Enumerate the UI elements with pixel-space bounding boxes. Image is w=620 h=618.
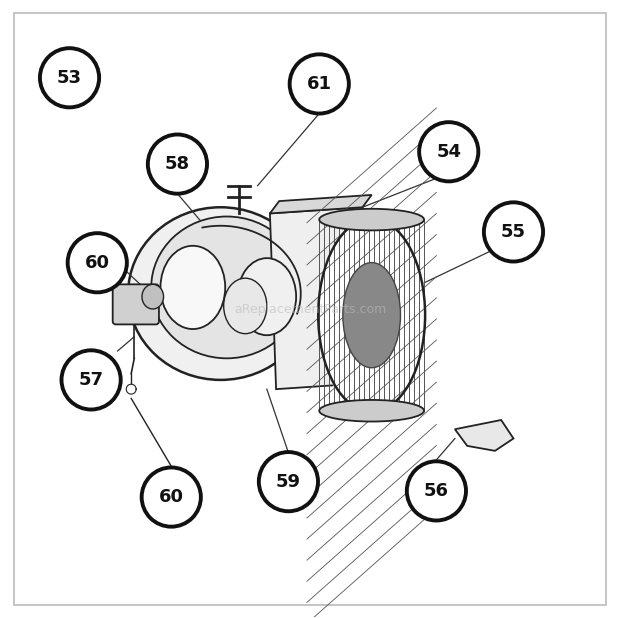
- Ellipse shape: [317, 217, 427, 413]
- Ellipse shape: [319, 209, 424, 231]
- Text: 55: 55: [501, 223, 526, 241]
- Ellipse shape: [128, 207, 313, 380]
- Polygon shape: [455, 420, 513, 451]
- Circle shape: [407, 461, 466, 520]
- Ellipse shape: [161, 246, 225, 329]
- Circle shape: [290, 54, 349, 114]
- Circle shape: [141, 467, 201, 527]
- Circle shape: [484, 202, 543, 261]
- Polygon shape: [270, 207, 368, 389]
- Text: 61: 61: [307, 75, 332, 93]
- Text: 57: 57: [79, 371, 104, 389]
- Ellipse shape: [151, 216, 303, 358]
- Text: 56: 56: [424, 482, 449, 500]
- Ellipse shape: [237, 258, 296, 335]
- Text: 54: 54: [436, 143, 461, 161]
- Text: aReplacementParts.com: aReplacementParts.com: [234, 302, 386, 316]
- Circle shape: [68, 233, 127, 292]
- Text: 60: 60: [159, 488, 184, 506]
- Circle shape: [61, 350, 121, 410]
- Text: 53: 53: [57, 69, 82, 87]
- Text: 58: 58: [165, 155, 190, 173]
- Polygon shape: [270, 195, 371, 213]
- Ellipse shape: [343, 263, 401, 368]
- Circle shape: [40, 48, 99, 108]
- Ellipse shape: [319, 400, 424, 421]
- Ellipse shape: [142, 284, 164, 309]
- Ellipse shape: [224, 278, 267, 334]
- Text: 59: 59: [276, 473, 301, 491]
- Circle shape: [259, 452, 318, 511]
- FancyBboxPatch shape: [113, 284, 159, 324]
- Circle shape: [148, 135, 207, 193]
- Circle shape: [419, 122, 479, 181]
- Text: 60: 60: [85, 254, 110, 272]
